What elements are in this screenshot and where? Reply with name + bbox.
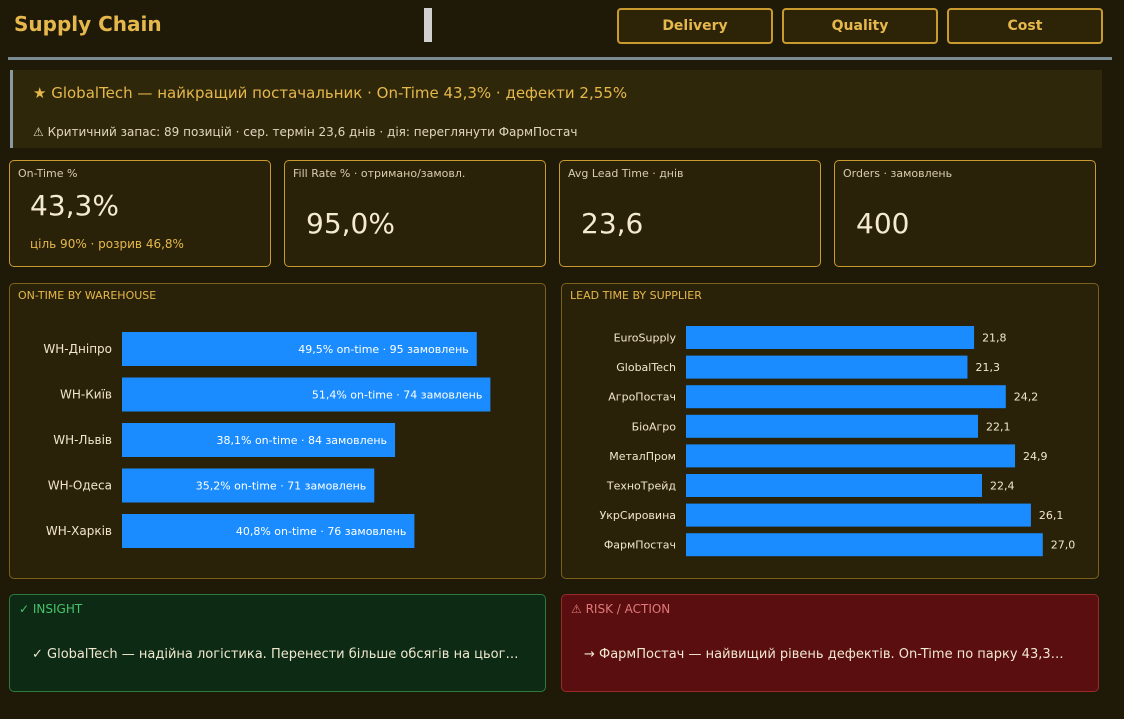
warehouse-chart: WH-Дніпро 49,5% on-time · 95 замовлень WH-… — [43, 332, 491, 548]
summary-banner: ★ GlobalTech — найкращий постачальник · … — [10, 70, 1102, 148]
data-label: 21,8 — [982, 332, 1007, 345]
data-label: 22,4 — [990, 480, 1015, 493]
kpi-label: Fill Rate % · отримано/замовл. — [293, 167, 466, 180]
category-label: БіоАгро — [632, 420, 677, 433]
bar — [686, 385, 1006, 409]
supplier-chart: EuroSupply 21,8 GlobalTech 21,3 АгроПостач 24… — [600, 326, 1076, 557]
header-divider — [424, 8, 432, 42]
supplier-chart-title: LEAD TIME BY SUPPLIER — [570, 289, 702, 302]
nav-delivery-button[interactable]: Delivery — [617, 8, 773, 44]
kpi-card-fill-rate: Fill Rate % · отримано/замовл. 95,0% — [284, 160, 546, 267]
category-label: WH-Львів — [53, 433, 112, 447]
bar — [686, 474, 982, 497]
data-label: 21,3 — [975, 361, 1000, 374]
risk-text: → ФармПостач — найвищий рівень дефектів.… — [584, 647, 1074, 662]
kpi-value: 23,6 — [581, 207, 644, 240]
category-label: GlobalTech — [616, 361, 676, 374]
insight-title: ✓ INSIGHT — [19, 602, 83, 616]
bar — [686, 444, 1016, 468]
kpi-card-lead-time: Avg Lead Time · днів 23,6 — [559, 160, 821, 267]
kpi-card-orders: Orders · замовлень 400 — [834, 160, 1096, 267]
data-label: 26,1 — [1039, 509, 1064, 522]
bar — [122, 423, 396, 457]
banner-alert: ⚠ Критичний запас: 89 позицій · сер. тер… — [33, 125, 578, 139]
bar — [122, 377, 491, 412]
bar — [686, 355, 968, 379]
data-label: 40,8% on-time · 76 замовлень — [236, 525, 407, 538]
category-label: ТехноТрейд — [606, 480, 677, 493]
category-label: ФармПостач — [604, 539, 676, 552]
data-label: 49,5% on-time · 95 замовлень — [298, 343, 469, 356]
kpi-card-on-time: On-Time % 43,3% ціль 90% · розрив 46,8% — [9, 160, 271, 267]
category-label: WH-Одеса — [48, 479, 112, 493]
category-label: АгроПостач — [608, 391, 676, 404]
kpi-label: On-Time % — [18, 167, 78, 180]
nav-cost-button[interactable]: Cost — [947, 8, 1103, 44]
app-title: Supply Chain — [14, 12, 162, 36]
data-label: 24,2 — [1014, 391, 1038, 404]
kpi-sub: ціль 90% · розрив 46,8% — [30, 237, 184, 251]
kpi-label: Orders · замовлень — [843, 167, 953, 180]
banner-headline: ★ GlobalTech — найкращий постачальник · … — [33, 84, 628, 102]
bar — [686, 533, 1043, 557]
data-label: 24,9 — [1023, 450, 1047, 463]
category-label: WH-Харків — [46, 524, 112, 538]
risk-card: ⚠ RISK / ACTION → ФармПостач — найвищий … — [561, 594, 1099, 692]
kpi-value: 400 — [856, 207, 910, 240]
data-label: 51,4% on-time · 74 замовлень — [312, 389, 483, 402]
header-divider-line — [8, 57, 1112, 60]
kpi-value: 95,0% — [306, 207, 395, 240]
risk-title: ⚠ RISK / ACTION — [571, 602, 671, 616]
category-label: УкрСировина — [600, 509, 676, 522]
insight-text: ✓ GlobalTech — надійна логістика. Перене… — [32, 647, 522, 662]
data-label: 22,1 — [986, 420, 1011, 433]
bar — [122, 468, 375, 503]
supplier-chart-panel: LEAD TIME BY SUPPLIER EuroSupply 21,8 Glob… — [561, 283, 1099, 579]
bar — [686, 503, 1031, 527]
kpi-value: 43,3% — [30, 189, 119, 222]
insight-card: ✓ INSIGHT ✓ GlobalTech — надійна логісти… — [9, 594, 546, 692]
category-label: WH-Дніпро — [43, 342, 112, 356]
bar — [686, 326, 975, 349]
bar — [686, 414, 979, 438]
category-label: EuroSupply — [614, 332, 677, 345]
header: Supply Chain Delivery Quality Cost — [0, 0, 1124, 60]
category-label: WH-Київ — [60, 388, 112, 402]
warehouse-chart-panel: ON-TIME BY WAREHOUSE WH-Дніпро 49,5% on-t… — [9, 283, 546, 579]
warehouse-chart-title: ON-TIME BY WAREHOUSE — [18, 289, 157, 302]
data-label: 38,1% on-time · 84 замовлень — [217, 434, 388, 447]
bar — [122, 332, 477, 366]
data-label: 27,0 — [1051, 539, 1076, 552]
kpi-label: Avg Lead Time · днів — [568, 167, 684, 180]
data-label: 35,2% on-time · 71 замовлень — [196, 480, 367, 493]
nav-quality-button[interactable]: Quality — [782, 8, 938, 44]
bar — [122, 514, 415, 548]
category-label: МеталПром — [609, 450, 676, 463]
